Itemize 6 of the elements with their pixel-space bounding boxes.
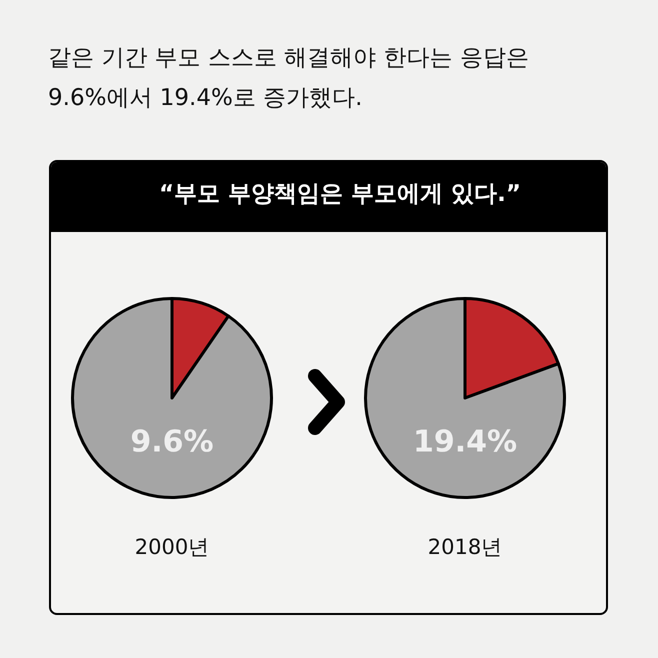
text: 9.6% (130, 424, 214, 460)
text: “부모 부양책임은 부모에게 있다.” (158, 180, 522, 209)
chart-title: 같은 기간 부모 스스로 해결해야 한다는 응답은 9.6%에서 19.4%로 증가했다. (48, 44, 530, 113)
text: 2000년 (134, 534, 210, 561)
text: 2018년 (426, 534, 504, 561)
text: 19.4% (412, 424, 518, 460)
